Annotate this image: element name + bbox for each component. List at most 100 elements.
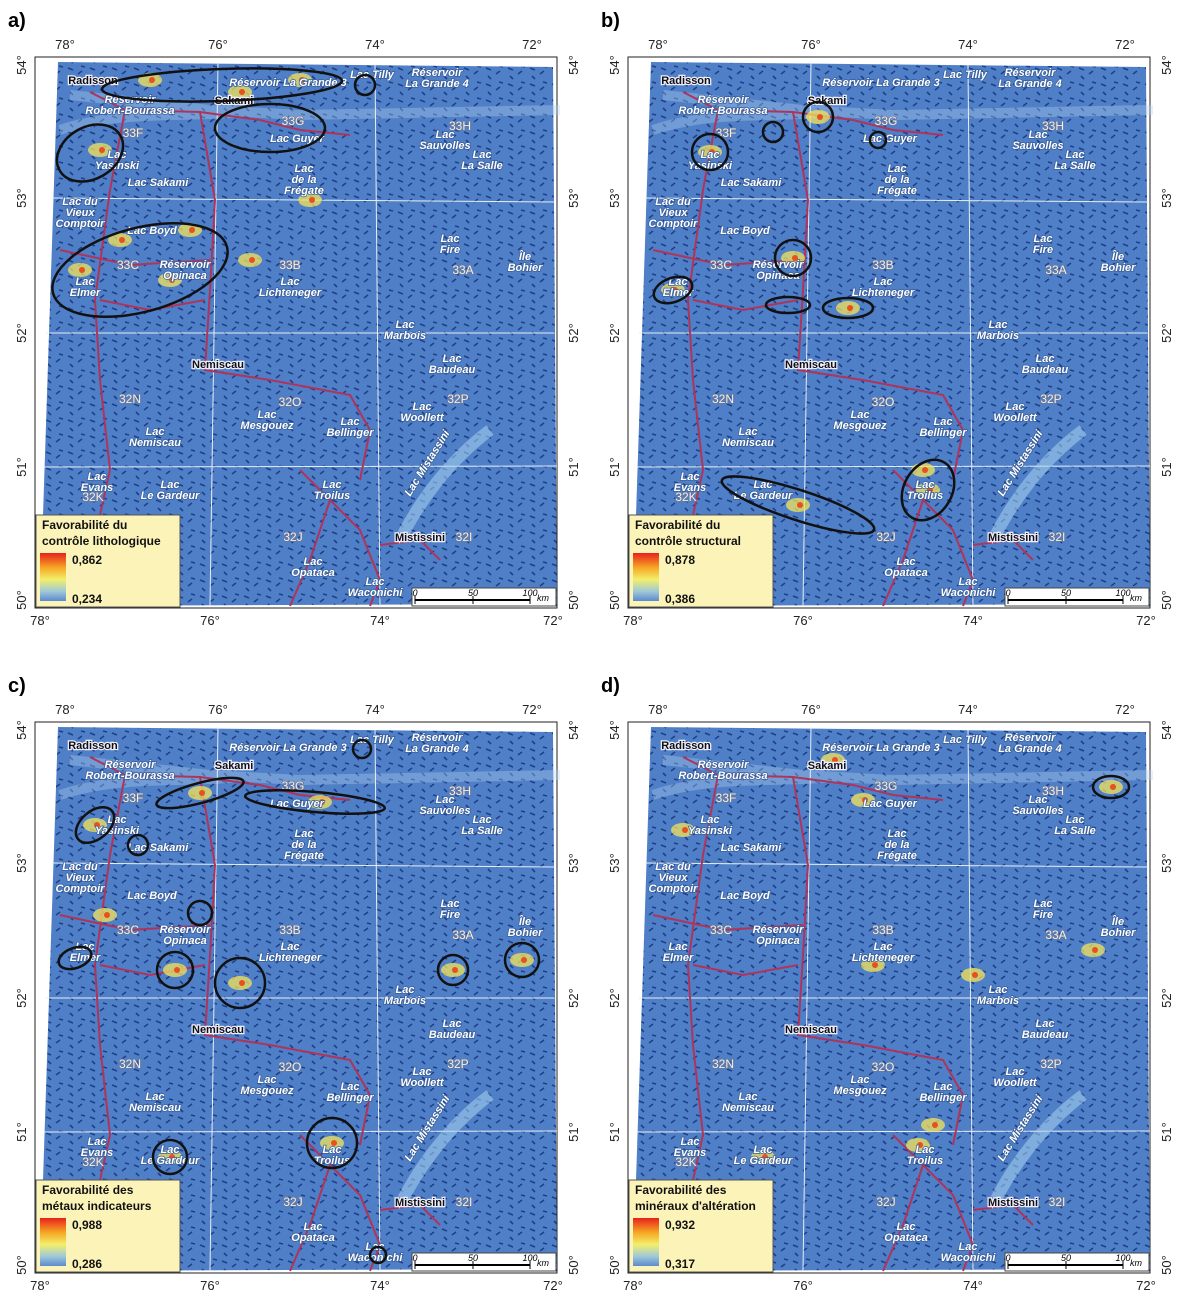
place-line: 33B bbox=[872, 258, 893, 272]
place-line: Baudeau bbox=[429, 1029, 476, 1041]
place-line: 32J bbox=[283, 530, 302, 544]
latitude-label: 53° bbox=[607, 188, 622, 208]
place-line: 32K bbox=[675, 490, 696, 504]
place-line: 33F bbox=[123, 791, 144, 805]
place-name: 33C bbox=[710, 923, 732, 937]
place-line: Woollett bbox=[400, 412, 445, 424]
scale-label: 0 bbox=[412, 1253, 417, 1263]
place-name: Réservoir La Grande 3 bbox=[229, 742, 346, 754]
panel-label: d) bbox=[601, 675, 620, 697]
place-line: La Grande 4 bbox=[405, 743, 469, 755]
place-line: 33C bbox=[710, 258, 732, 272]
place-line: Robert-Bourassa bbox=[678, 105, 767, 117]
longitude-label: 78° bbox=[623, 613, 643, 628]
place-line: 32K bbox=[82, 1155, 103, 1169]
place-name: 32J bbox=[283, 1195, 302, 1209]
place-name: Lac Sakami bbox=[128, 842, 189, 854]
latitude-label: 52° bbox=[607, 323, 622, 343]
map-panel: b)78°78°76°76°74°74°72°72°54°54°53°53°52… bbox=[601, 10, 1174, 628]
place-line: Mistissini bbox=[395, 1197, 445, 1209]
place-line: 33A bbox=[1045, 263, 1066, 277]
longitude-label: 76° bbox=[200, 613, 220, 628]
longitude-label: 74° bbox=[370, 613, 390, 628]
place-line: Nemiscau bbox=[785, 1024, 837, 1036]
latitude-label: 54° bbox=[14, 55, 29, 75]
hotspot-core bbox=[847, 305, 853, 311]
place-line: 33B bbox=[279, 258, 300, 272]
place-name: 32N bbox=[119, 1057, 141, 1071]
latitude-label: 52° bbox=[14, 323, 29, 343]
hotspot-core bbox=[932, 1122, 938, 1128]
place-line: Comptoir bbox=[56, 883, 106, 895]
latitude-label: 54° bbox=[14, 720, 29, 740]
longitude-label: 74° bbox=[370, 1278, 390, 1293]
place-line: 32P bbox=[447, 392, 468, 406]
hotspot-core bbox=[199, 790, 205, 796]
scale-label: 50 bbox=[1061, 1253, 1071, 1263]
longitude-label: 78° bbox=[648, 702, 668, 717]
place-line: Sakami bbox=[215, 760, 254, 772]
place-line: Comptoir bbox=[649, 218, 699, 230]
latitude-label: 51° bbox=[566, 457, 581, 477]
place-line: Baudeau bbox=[1022, 1029, 1069, 1041]
place-name: 32P bbox=[1040, 1057, 1061, 1071]
place-line: 32J bbox=[283, 1195, 302, 1209]
legend-title: contrôle structural bbox=[635, 534, 741, 548]
place-line: Radisson bbox=[661, 75, 711, 87]
place-name: Nemiscau bbox=[785, 1024, 837, 1036]
place-line: Bohier bbox=[1101, 262, 1137, 274]
scale-label: 50 bbox=[468, 588, 478, 598]
place-line: Nemiscau bbox=[129, 437, 181, 449]
latitude-label: 54° bbox=[1159, 55, 1174, 75]
latitude-label: 54° bbox=[566, 55, 581, 75]
scale-label: 0 bbox=[412, 588, 417, 598]
place-line: 33A bbox=[452, 928, 473, 942]
place-line: Opataca bbox=[884, 567, 927, 579]
place-line: Mistissini bbox=[395, 532, 445, 544]
legend-max: 0,878 bbox=[665, 553, 695, 567]
panel-label: a) bbox=[8, 10, 26, 32]
legend-min: 0,286 bbox=[72, 1257, 102, 1271]
place-line: 33C bbox=[710, 923, 732, 937]
place-line: Fire bbox=[440, 909, 460, 921]
place-line: Opinaca bbox=[163, 270, 206, 282]
place-line: Radisson bbox=[68, 75, 118, 87]
latitude-label: 54° bbox=[607, 55, 622, 75]
place-line: 32I bbox=[456, 530, 473, 544]
place-name: 32J bbox=[876, 530, 895, 544]
place-line: Lac Guyer bbox=[863, 798, 918, 810]
legend-title: contrôle lithologique bbox=[42, 534, 161, 548]
place-line: Nemiscau bbox=[129, 1102, 181, 1114]
place-line: 33A bbox=[452, 263, 473, 277]
latitude-label: 50° bbox=[1159, 1255, 1174, 1275]
place-line: 33G bbox=[875, 779, 898, 793]
place-name: 32I bbox=[1049, 1195, 1066, 1209]
hotspot-core bbox=[149, 77, 155, 83]
place-line: Opinaca bbox=[163, 935, 206, 947]
latitude-label: 51° bbox=[566, 1122, 581, 1142]
latitude-label: 53° bbox=[566, 853, 581, 873]
place-line: Lichteneger bbox=[259, 287, 322, 299]
place-name: Lac Guyer bbox=[270, 133, 325, 145]
place-name: Lac Tilly bbox=[350, 734, 395, 746]
place-name: 33B bbox=[279, 923, 300, 937]
panel-label: b) bbox=[601, 10, 620, 32]
place-name: Lac Boyd bbox=[720, 890, 770, 902]
map-panel: a)78°78°76°76°74°74°72°72°54°54°53°53°52… bbox=[8, 10, 581, 628]
place-line: Réservoir La Grande 3 bbox=[229, 742, 346, 754]
longitude-label: 72° bbox=[1115, 702, 1135, 717]
place-name: Mistissini bbox=[988, 1197, 1038, 1209]
place-name: RéservoirOpinaca bbox=[753, 924, 804, 947]
hotspot-core bbox=[452, 967, 458, 973]
place-line: Lac Boyd bbox=[720, 225, 770, 237]
place-line: Frégate bbox=[284, 185, 324, 197]
latitude-label: 52° bbox=[1159, 323, 1174, 343]
hotspot-core bbox=[239, 980, 245, 986]
place-line: Le Gardeur bbox=[141, 1155, 200, 1167]
legend-title: Favorabilité des bbox=[42, 1183, 134, 1197]
place-line: 32N bbox=[119, 1057, 141, 1071]
place-line: Baudeau bbox=[429, 364, 476, 376]
place-name: 33F bbox=[716, 126, 737, 140]
